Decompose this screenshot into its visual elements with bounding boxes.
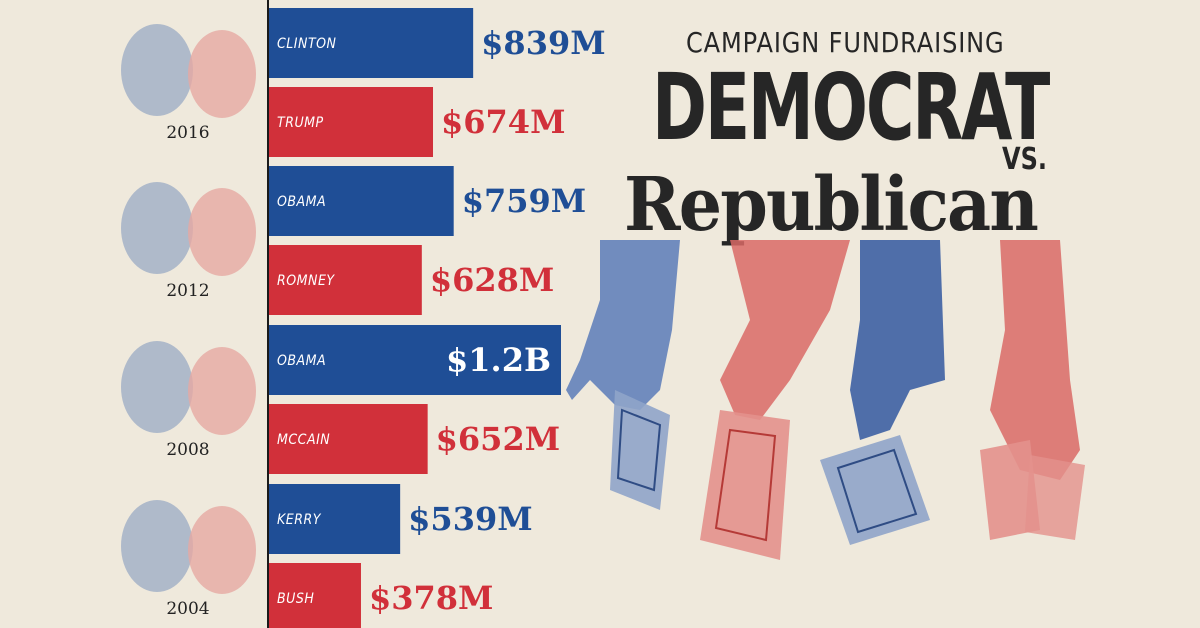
value-label-2004-kerry: $539M — [408, 500, 532, 538]
blue-hand-illustration-1 — [566, 240, 680, 510]
candidate-label-2012-obama: OBAMA — [277, 194, 326, 210]
bar-2016-trump — [269, 87, 434, 157]
red-hand-illustration-2 — [980, 240, 1085, 540]
year-label-2004: 2004 — [166, 599, 209, 619]
candidate-label-2012-romney: ROMNEY — [277, 273, 335, 289]
candidate-label-2004-kerry: KERRY — [277, 512, 322, 528]
year-label-2008: 2008 — [166, 440, 209, 460]
bar-2008-mccain — [269, 404, 428, 474]
portrait-democrat-2016 — [121, 24, 193, 116]
portrait-republican-2008 — [188, 347, 256, 435]
bar-2016-clinton — [269, 8, 474, 78]
portrait-democrat-2008 — [121, 341, 193, 433]
bar-2004-kerry — [269, 484, 401, 554]
portrait-republican-2016 — [188, 30, 256, 118]
portrait-democrat-2012 — [121, 182, 193, 274]
chart-title-vs: VS. — [1002, 142, 1047, 177]
value-label-2012-obama: $759M — [462, 182, 586, 220]
chart-kicker: CAMPAIGN FUNDRAISING — [686, 26, 1005, 59]
red-hand-illustration-1 — [700, 240, 850, 560]
bar-2008-obama — [269, 325, 561, 395]
title-block: CAMPAIGN FUNDRAISING DEMOCRAT VS. Republ… — [610, 22, 1080, 242]
hands-with-money-illustration — [566, 240, 1085, 560]
chart-title-democrat: DEMOCRAT — [652, 54, 1050, 161]
value-label-2012-romney: $628M — [430, 261, 554, 299]
value-label-2016-clinton: $839M — [481, 24, 605, 62]
candidate-label-2016-clinton: CLINTON — [277, 36, 337, 52]
value-label-2016-trump: $674M — [441, 103, 565, 141]
chart-title-republican: Republican — [624, 162, 1039, 248]
portrait-republican-2004 — [188, 506, 256, 594]
bar-2004-bush — [269, 563, 361, 628]
value-label-2008-mccain: $652M — [436, 420, 560, 458]
year-label-2012: 2012 — [166, 281, 209, 301]
value-label-2004-bush: $378M — [369, 579, 493, 617]
candidate-label-2008-mccain: MCCAIN — [277, 432, 330, 448]
portrait-democrat-2004 — [121, 500, 193, 592]
value-label-2008-obama: $1.2B — [446, 341, 551, 379]
portrait-republican-2012 — [188, 188, 256, 276]
bar-2012-romney — [269, 245, 422, 315]
bar-2012-obama — [269, 166, 454, 236]
candidate-label-2008-obama: OBAMA — [277, 353, 326, 369]
year-label-2016: 2016 — [166, 123, 209, 143]
blue-hand-illustration-2 — [820, 240, 945, 545]
candidate-label-2016-trump: TRUMP — [277, 115, 324, 131]
candidate-label-2004-bush: BUSH — [277, 591, 314, 607]
